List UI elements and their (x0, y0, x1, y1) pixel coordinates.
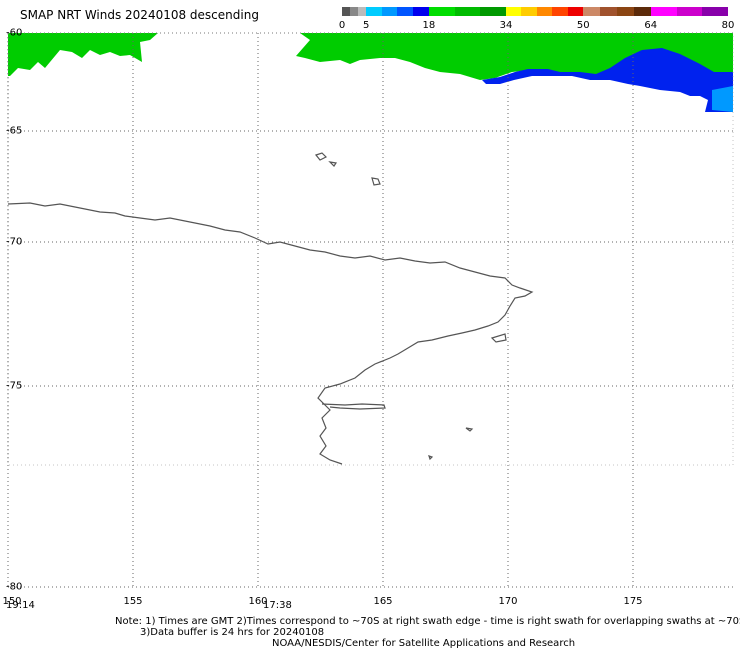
wind-swath-green-left (8, 33, 158, 76)
lon-label-160: 160 (248, 596, 268, 607)
lon-label-175: 175 (623, 596, 643, 607)
note-line-2: 3)Data buffer is 24 hrs for 20240108 (140, 627, 325, 638)
plot-area (8, 33, 733, 587)
lat-label-75: -75 (6, 380, 23, 392)
colorbar-label: 34 (499, 20, 513, 31)
wind-swath-green-right (296, 33, 733, 88)
colorbar-swatch (428, 7, 456, 16)
colorbar-swatch (600, 7, 618, 16)
colorbar-swatch (583, 7, 601, 16)
colorbar-swatch (342, 7, 351, 16)
colorbar-swatch (617, 7, 635, 16)
lon-label-165: 165 (373, 596, 393, 607)
lat-label-80: -80 (6, 581, 23, 593)
lat-label-65: -65 (6, 125, 23, 137)
note-line-3: NOAA/NESDIS/Center for Satellite Applica… (272, 638, 576, 649)
map-title: SMAP NRT Winds 20240108 descending (20, 8, 259, 22)
lat-label-70: -70 (6, 236, 23, 248)
colorbar-label: 64 (644, 20, 658, 31)
colorbar-label: 0 (338, 20, 346, 31)
grid-lines (7, 32, 733, 588)
colorbar-swatch (536, 7, 553, 16)
colorbar-swatch (413, 7, 430, 16)
colorbar-swatch (567, 7, 584, 16)
colorbar-swatch (366, 7, 383, 16)
colorbar-swatch (521, 7, 538, 16)
colorbar-swatch (381, 7, 398, 16)
colorbar-swatch (480, 7, 507, 16)
colorbar-label: 18 (422, 20, 436, 31)
lon-label-155: 155 (123, 596, 143, 607)
colorbar-swatch (702, 7, 729, 16)
colorbar-label: 80 (721, 20, 735, 31)
wind-swath-light-blue (712, 86, 733, 112)
lat-label-60: -60 (6, 27, 23, 39)
swath-time-1: 19:14 (6, 600, 35, 611)
data-extent (7, 32, 734, 466)
colorbar-swatch (454, 7, 481, 16)
colorbar-swatch (650, 7, 678, 16)
wind-swath-blue-right (482, 48, 733, 112)
lon-label-150: 150 (2, 596, 22, 607)
colorbar-swatch (633, 7, 652, 16)
colorbar-swatch (676, 7, 703, 16)
swath-time-2: 17:38 (263, 600, 292, 611)
lon-label-170: 170 (498, 596, 518, 607)
colorbar-swatch (350, 7, 359, 16)
colorbar-swatch (506, 7, 522, 16)
note-line-1: Note: 1) Times are GMT 2)Times correspon… (115, 616, 740, 627)
colorbar-swatch (397, 7, 414, 16)
colorbar-swatch (358, 7, 367, 16)
coastline (7, 152, 534, 465)
colorbar-label: 5 (362, 20, 370, 31)
colorbar-label: 50 (576, 20, 590, 31)
colorbar-swatch (552, 7, 569, 16)
